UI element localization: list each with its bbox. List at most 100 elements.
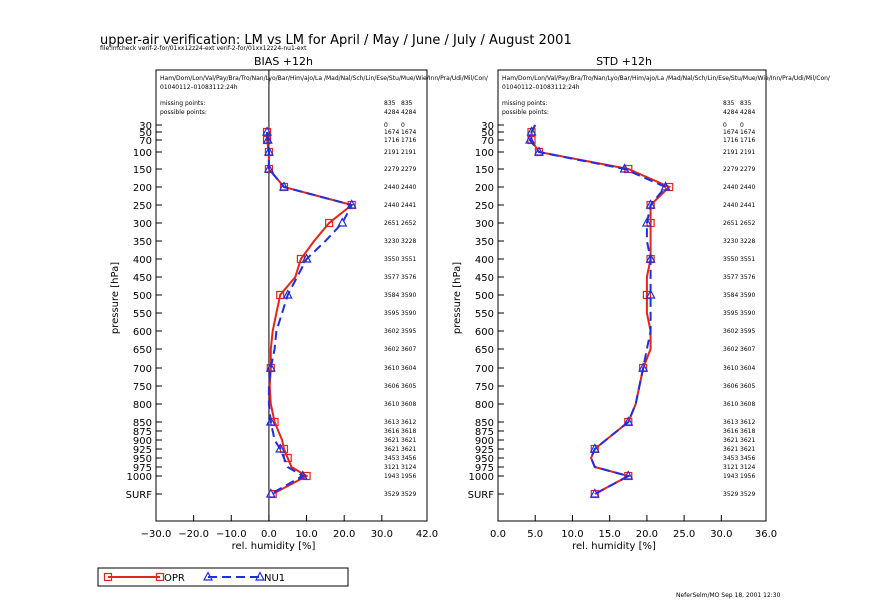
level-count-opr: 3621 xyxy=(723,437,738,444)
level-count-nu1: 3604 xyxy=(401,365,416,372)
possible-points-label: possible points: xyxy=(160,109,207,116)
level-count-nu1: 3604 xyxy=(740,365,755,372)
y-tick-label: 400 xyxy=(133,255,152,266)
series-line-opr xyxy=(266,132,354,495)
level-count-opr: 1716 xyxy=(723,137,738,144)
level-count-nu1: 3618 xyxy=(401,428,416,435)
level-count-nu1: 3228 xyxy=(740,238,755,245)
level-count-opr: 3613 xyxy=(384,419,399,426)
level-count-opr: 3621 xyxy=(384,446,399,453)
level-count-nu1: 2440 xyxy=(401,184,416,191)
marker-nu1 xyxy=(533,146,544,156)
level-count-opr: 3529 xyxy=(723,491,738,498)
y-tick-label: 750 xyxy=(133,382,152,393)
level-count-opr: 3453 xyxy=(723,455,738,462)
y-tick-label: 500 xyxy=(133,291,152,302)
legend-label-opr: OPR xyxy=(164,573,185,584)
y-tick-label: 650 xyxy=(133,345,152,356)
level-count-nu1: 0 xyxy=(740,122,744,129)
level-count-opr: 3616 xyxy=(384,428,399,435)
level-count-nu1: 3595 xyxy=(740,328,755,335)
y-tick-label: 30 xyxy=(481,121,494,132)
x-tick-label: −10.0 xyxy=(216,529,247,540)
y-tick-label: 30 xyxy=(139,121,152,132)
count-missing-nu1: 835 xyxy=(401,100,413,107)
level-count-nu1: 2279 xyxy=(401,166,416,173)
y-tick-label: 975 xyxy=(133,463,152,474)
marker-nu1 xyxy=(262,126,273,136)
marker-nu1 xyxy=(278,181,289,191)
x-tick-label: 0.0 xyxy=(490,529,506,540)
level-count-opr: 3577 xyxy=(384,274,399,281)
legend: OPR NU1 xyxy=(97,567,349,587)
level-count-opr: 2279 xyxy=(723,166,738,173)
level-count-nu1: 1716 xyxy=(401,137,416,144)
level-count-opr: 3610 xyxy=(723,365,738,372)
y-tick-label: 450 xyxy=(475,273,494,284)
level-count-nu1: 3590 xyxy=(401,310,416,317)
count-possible-nu1: 4284 xyxy=(740,109,755,116)
level-count-nu1: 3576 xyxy=(740,274,755,281)
count-possible-opr: 4284 xyxy=(723,109,738,116)
marker-nu1 xyxy=(275,443,286,453)
level-count-opr: 2440 xyxy=(723,184,738,191)
level-count-opr: 2651 xyxy=(723,220,738,227)
y-tick-label: 400 xyxy=(475,255,494,266)
level-count-opr: 2191 xyxy=(384,149,399,156)
marker-nu1 xyxy=(645,253,656,263)
level-count-nu1: 1956 xyxy=(740,473,755,480)
level-count-nu1: 2652 xyxy=(740,220,755,227)
level-count-opr: 2440 xyxy=(384,184,399,191)
marker-nu1 xyxy=(301,253,312,263)
level-count-nu1: 3621 xyxy=(401,446,416,453)
level-count-nu1: 2441 xyxy=(740,202,755,209)
panel-title: BIAS +12h xyxy=(254,55,313,68)
y-tick-label: 700 xyxy=(475,364,494,375)
level-count-opr: 3621 xyxy=(384,437,399,444)
y-tick-label: 950 xyxy=(475,454,494,465)
level-count-nu1: 2279 xyxy=(740,166,755,173)
y-tick-label: SURF xyxy=(126,490,153,501)
level-count-opr: 1943 xyxy=(723,473,738,480)
possible-points-label: possible points: xyxy=(502,109,549,116)
level-count-nu1: 2191 xyxy=(740,149,755,156)
marker-nu1 xyxy=(297,470,308,480)
x-tick-label: 20.0 xyxy=(333,529,355,540)
y-tick-label: 800 xyxy=(133,400,152,411)
footer-timestamp: NeferSelm/MO Sep 18, 2001 12:30 xyxy=(676,592,781,599)
level-count-nu1: 3595 xyxy=(401,328,416,335)
level-count-opr: 2651 xyxy=(384,220,399,227)
y-tick-label: 50 xyxy=(139,128,152,139)
marker-nu1 xyxy=(526,126,537,136)
level-count-nu1: 3228 xyxy=(401,238,416,245)
y-tick-label: 750 xyxy=(475,382,494,393)
level-count-opr: 3616 xyxy=(723,428,738,435)
station-list: Ham/Dom/Lon/Val/Pay/Bra/Tro/Nan/Lyo/Bar/… xyxy=(160,75,489,82)
marker-nu1 xyxy=(645,289,656,299)
legend-marker xyxy=(203,571,213,581)
missing-points-label: missing points: xyxy=(502,100,547,107)
y-axis-label: pressure [hPa] xyxy=(452,262,463,334)
y-axis-label: pressure [hPa] xyxy=(110,262,121,334)
panels: BIAS +12h Ham/Dom/Lon/Val/Pay/Bra/Tro/Nan… xyxy=(110,55,831,552)
level-count-nu1: 3608 xyxy=(740,401,755,408)
level-count-opr: 3595 xyxy=(723,310,738,317)
y-tick-label: 1000 xyxy=(469,472,494,483)
x-tick-label: 0.0 xyxy=(261,529,277,540)
x-tick-label: 15.0 xyxy=(599,529,621,540)
level-count-opr: 3550 xyxy=(384,256,399,263)
level-count-opr: 3610 xyxy=(384,365,399,372)
marker-nu1 xyxy=(589,443,600,453)
marker-nu1 xyxy=(265,362,276,372)
level-count-nu1: 3576 xyxy=(401,274,416,281)
level-count-nu1: 3529 xyxy=(401,491,416,498)
legend-marker xyxy=(255,571,265,581)
y-tick-label: 350 xyxy=(133,237,152,248)
missing-points-label: missing points: xyxy=(160,100,205,107)
marker-nu1 xyxy=(638,362,649,372)
marker-nu1 xyxy=(660,181,671,191)
level-count-nu1: 2441 xyxy=(401,202,416,209)
level-count-opr: 1943 xyxy=(384,473,399,480)
level-count-opr: 2440 xyxy=(723,202,738,209)
level-count-nu1: 3590 xyxy=(401,292,416,299)
